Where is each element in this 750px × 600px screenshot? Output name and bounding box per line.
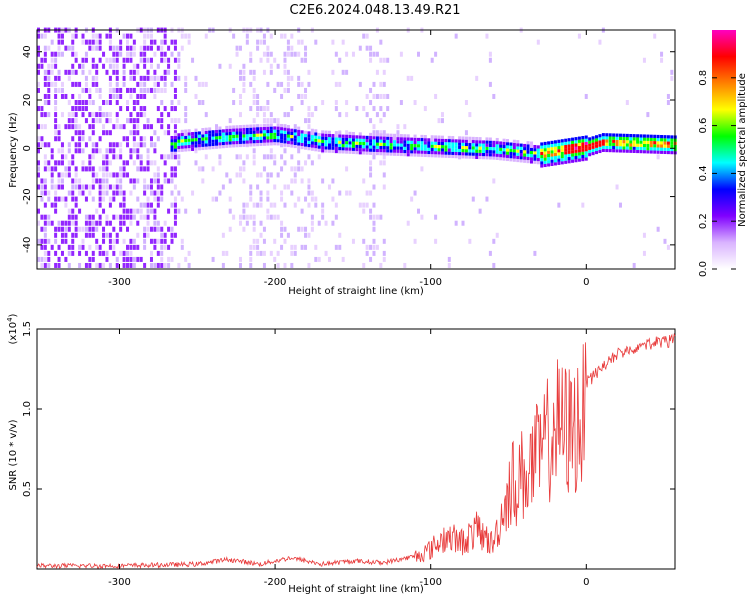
y-tick-label: 20 [22, 94, 33, 107]
spectrogram-frame [36, 29, 676, 270]
snr-multiplier-close: ) [8, 313, 19, 317]
x-tick-label: -300 [108, 577, 131, 588]
colorbar-gradient [712, 30, 736, 269]
x-tick-label: -200 [264, 577, 287, 588]
snr-y-ticks: 0.5 1.0 1.5 [22, 321, 675, 497]
x-tick-label: -200 [264, 277, 287, 288]
snr-multiplier-exp: 4 [6, 317, 14, 322]
snr-series-line [36, 332, 676, 570]
y-tick-label: 0.5 [22, 481, 33, 497]
figure-title: C2E6.2024.048.13.49.R21 [289, 3, 460, 18]
colorbar-tick-label: 0.2 [698, 213, 709, 229]
snr-y-multiplier: (x104) [6, 313, 19, 344]
x-tick-label: 0 [583, 277, 589, 288]
colorbar: 0.0 0.2 0.4 0.6 0.8 Normalized spectral ampl… [698, 30, 748, 277]
y-tick-label: -20 [22, 188, 33, 204]
spectrogram-x-ticks: -300 -200 -100 0 [108, 30, 589, 288]
snr-frame [36, 328, 676, 570]
snr-x-label: Height of straight line (km) [288, 584, 424, 595]
spectrogram-y-ticks: -40 -20 0 20 40 [22, 45, 675, 253]
snr-y-label: SNR (10 * v/v) [8, 419, 19, 490]
svg-text:(x104): (x104) [6, 313, 19, 344]
x-tick-label: -100 [419, 577, 442, 588]
y-tick-label: 1.5 [22, 321, 33, 337]
spectrogram-cells [37, 27, 677, 268]
snr-x-ticks: -300 -200 -100 0 [108, 329, 589, 588]
snr-multiplier-base: (x10 [8, 322, 19, 345]
colorbar-tick-label: 0.6 [698, 118, 709, 134]
colorbar-tick-label: 0.4 [698, 165, 709, 181]
spectrogram-y-label: Frequency (Hz) [8, 112, 19, 188]
x-tick-label: 0 [583, 577, 589, 588]
colorbar-ticks: 0.0 0.2 0.4 0.6 0.8 [698, 70, 736, 277]
x-tick-label: -100 [419, 277, 442, 288]
y-tick-label: 40 [22, 45, 33, 58]
snr-panel: -300 -200 -100 0 0.5 1.0 1.5 Height of straig… [6, 313, 676, 595]
spectrogram-x-label: Height of straight line (km) [288, 286, 424, 297]
y-tick-label: 1.0 [22, 401, 33, 417]
y-tick-label: 0 [22, 145, 33, 151]
colorbar-tick-label: 0.8 [698, 70, 709, 86]
y-tick-label: -40 [22, 237, 33, 253]
colorbar-label: Normalized spectral amplitude [737, 73, 748, 227]
x-tick-label: -300 [108, 277, 131, 288]
colorbar-tick-label: 0.0 [698, 261, 709, 277]
